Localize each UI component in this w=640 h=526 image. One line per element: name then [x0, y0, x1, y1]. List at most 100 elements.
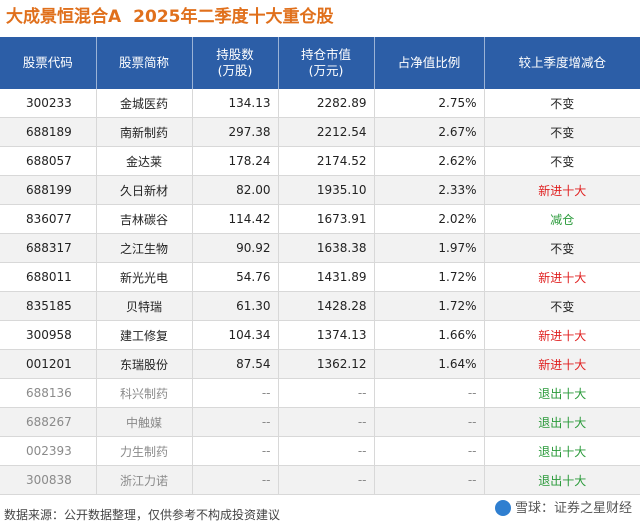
cell-code: 688317 [0, 233, 97, 263]
cell-shares: 61.30 [192, 291, 279, 321]
cell-name: 力生制药 [96, 436, 193, 466]
cell-ratio: 1.64% [374, 349, 485, 379]
cell-code: 688057 [0, 146, 97, 176]
table-row: 001201 东瑞股份 87.54 1362.12 1.64% 新进十大 [0, 349, 640, 379]
cell-value: -- [278, 407, 375, 437]
snowball-logo-icon [494, 499, 511, 516]
cell-code: 688199 [0, 175, 97, 205]
cell-name: 吉林碳谷 [96, 204, 193, 234]
cell-ratio: -- [374, 436, 485, 466]
table-header-row: 股票代码 股票简称 持股数 (万股) 持仓市值 (万元) 占净值比例 较上季度增减仓 [0, 37, 640, 89]
cell-value: -- [278, 436, 375, 466]
cell-shares: 114.42 [192, 204, 279, 234]
data-source-note: 数据来源：公开数据整理，仅供参考不构成投资建议 [4, 508, 281, 522]
cell-ratio: 2.02% [374, 204, 485, 234]
table-row: 688199 久日新材 82.00 1935.10 2.33% 新进十大 [0, 175, 640, 205]
cell-name: 中触媒 [96, 407, 193, 437]
cell-change: 新进十大 [484, 349, 640, 379]
cell-name: 东瑞股份 [96, 349, 193, 379]
cell-ratio: 2.75% [374, 89, 485, 118]
brand-text: 雪球：证券之星财经 [514, 501, 632, 516]
cell-value: 1374.13 [278, 320, 375, 350]
cell-code: 300233 [0, 89, 97, 118]
cell-shares: 104.34 [192, 320, 279, 350]
holdings-table: 股票代码 股票简称 持股数 (万股) 持仓市值 (万元) 占净值比例 较上季度增减仓… [0, 37, 640, 495]
cell-change: 不变 [484, 89, 640, 118]
cell-shares: 87.54 [192, 349, 279, 379]
cell-value: 1428.28 [278, 291, 375, 321]
cell-value: 2282.89 [278, 89, 375, 118]
page-title: 大成景恒混合A 2025年二季度十大重仓股 [6, 4, 334, 30]
cell-change: 减仓 [484, 204, 640, 234]
cell-code: 688011 [0, 262, 97, 292]
table-row: 688189 南新制药 297.38 2212.54 2.67% 不变 [0, 117, 640, 147]
cell-value: 1638.38 [278, 233, 375, 263]
cell-name: 新光光电 [96, 262, 193, 292]
cell-ratio: 1.66% [374, 320, 485, 350]
cell-name: 建工修复 [96, 320, 193, 350]
cell-code: 001201 [0, 349, 97, 379]
cell-code: 836077 [0, 204, 97, 234]
cell-shares: 297.38 [192, 117, 279, 147]
header-change: 较上季度增减仓 [484, 37, 640, 89]
header-value-line2: (万元) [308, 63, 344, 78]
cell-ratio: 2.62% [374, 146, 485, 176]
cell-code: 688136 [0, 378, 97, 408]
header-shares: 持股数 (万股) [192, 37, 279, 89]
cell-shares: 82.00 [192, 175, 279, 205]
table-row: 002393 力生制药 -- -- -- 退出十大 [0, 436, 640, 466]
cell-code: 835185 [0, 291, 97, 321]
cell-ratio: 2.33% [374, 175, 485, 205]
table-row: 688267 中触媒 -- -- -- 退出十大 [0, 407, 640, 437]
cell-change: 退出十大 [484, 407, 640, 437]
table-row: 836077 吉林碳谷 114.42 1673.91 2.02% 减仓 [0, 204, 640, 234]
table-row: 300233 金城医药 134.13 2282.89 2.75% 不变 [0, 89, 640, 118]
cell-name: 久日新材 [96, 175, 193, 205]
cell-shares: -- [192, 378, 279, 408]
cell-change: 新进十大 [484, 320, 640, 350]
cell-shares: 134.13 [192, 89, 279, 118]
cell-change: 不变 [484, 291, 640, 321]
cell-change: 不变 [484, 146, 640, 176]
cell-name: 南新制药 [96, 117, 193, 147]
cell-value: 1673.91 [278, 204, 375, 234]
cell-ratio: 1.72% [374, 262, 485, 292]
cell-value: 1362.12 [278, 349, 375, 379]
cell-name: 金城医药 [96, 89, 193, 118]
fund-name: 大成景恒混合A [6, 7, 122, 27]
header-shares-line2: (万股) [217, 63, 253, 78]
cell-value: -- [278, 378, 375, 408]
report-period: 2025年二季度十大重仓股 [133, 7, 334, 27]
cell-name: 浙江力诺 [96, 465, 193, 495]
cell-code: 300838 [0, 465, 97, 495]
cell-shares: -- [192, 407, 279, 437]
cell-value: -- [278, 465, 375, 495]
cell-value: 2212.54 [278, 117, 375, 147]
cell-ratio: 1.97% [374, 233, 485, 263]
header-ratio: 占净值比例 [374, 37, 485, 89]
cell-code: 002393 [0, 436, 97, 466]
cell-change: 新进十大 [484, 175, 640, 205]
cell-name: 科兴制药 [96, 378, 193, 408]
cell-ratio: 2.67% [374, 117, 485, 147]
header-value: 持仓市值 (万元) [278, 37, 375, 89]
cell-change: 退出十大 [484, 436, 640, 466]
cell-name: 贝特瑞 [96, 291, 193, 321]
cell-name: 之江生物 [96, 233, 193, 263]
cell-shares: -- [192, 465, 279, 495]
cell-change: 不变 [484, 233, 640, 263]
cell-value: 1431.89 [278, 262, 375, 292]
holdings-table-container: 股票代码 股票简称 持股数 (万股) 持仓市值 (万元) 占净值比例 较上季度增减仓… [0, 37, 640, 495]
cell-code: 688189 [0, 117, 97, 147]
cell-ratio: -- [374, 465, 485, 495]
cell-shares: 54.76 [192, 262, 279, 292]
table-row: 300958 建工修复 104.34 1374.13 1.66% 新进十大 [0, 320, 640, 350]
cell-ratio: -- [374, 407, 485, 437]
cell-code: 300958 [0, 320, 97, 350]
cell-value: 1935.10 [278, 175, 375, 205]
table-row: 300838 浙江力诺 -- -- -- 退出十大 [0, 465, 640, 495]
table-row: 688317 之江生物 90.92 1638.38 1.97% 不变 [0, 233, 640, 263]
cell-code: 688267 [0, 407, 97, 437]
cell-change: 退出十大 [484, 378, 640, 408]
header-value-line1: 持仓市值 [300, 47, 351, 62]
